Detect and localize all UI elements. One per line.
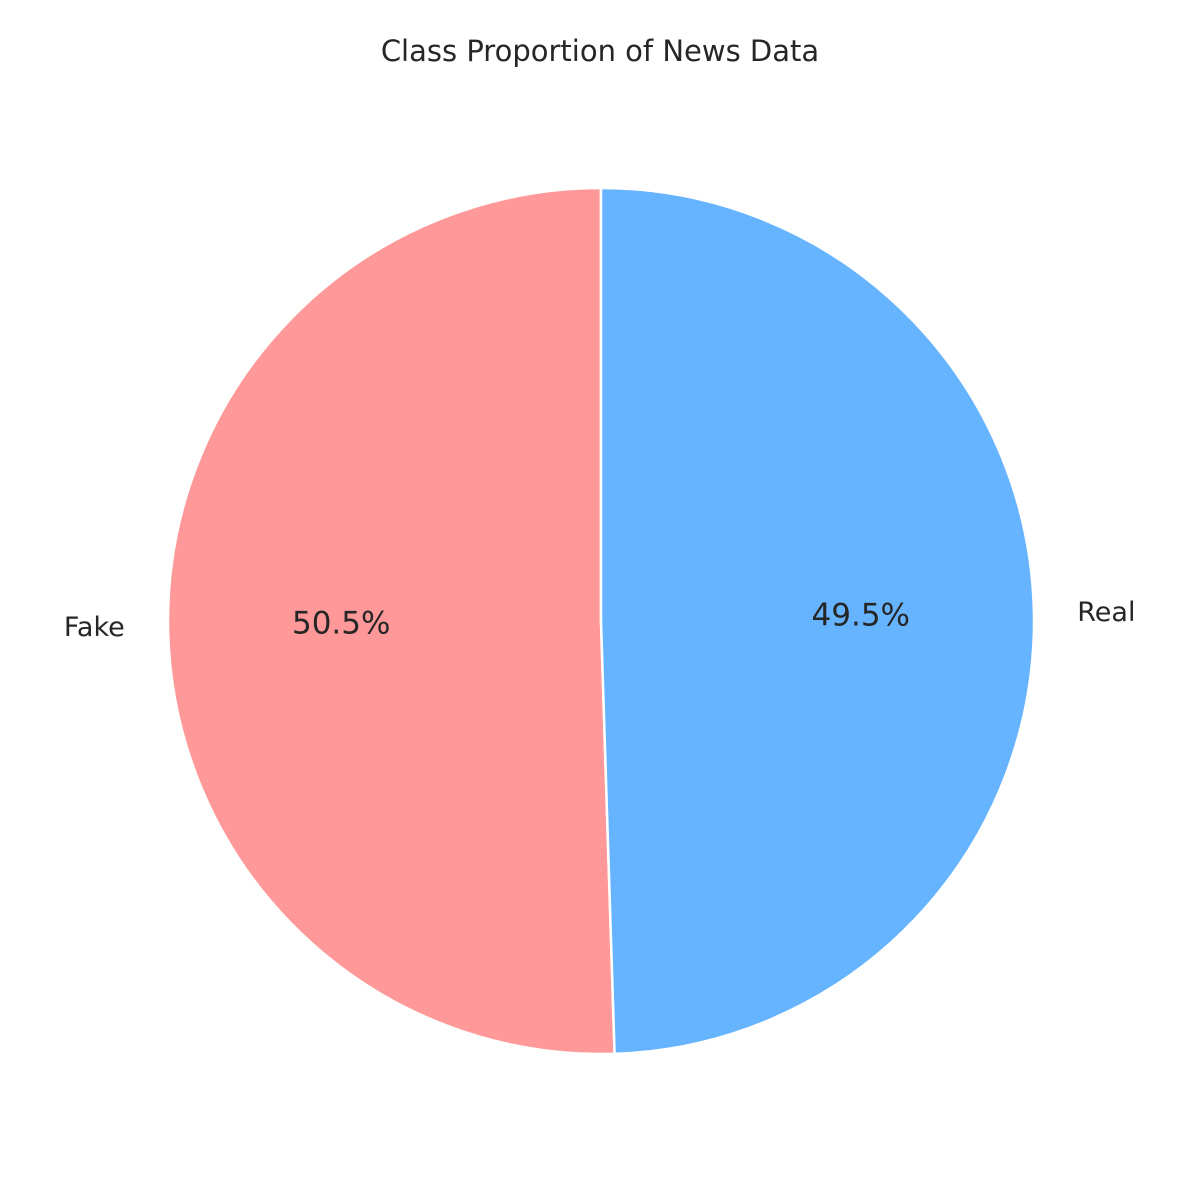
pie-slices [166,186,1036,1056]
pct-label-fake: 50.5% [292,606,390,642]
pie-slice-fake [166,186,616,1056]
slice-label-fake: Fake [64,612,125,643]
pct-label-real: 49.5% [812,597,910,633]
pie-labels: Fake 50.5% Real 49.5% [64,597,1136,643]
pie-slice-real [599,186,1036,1056]
slice-label-real: Real [1077,597,1135,628]
chart-title: Class Proportion of News Data [381,34,819,68]
